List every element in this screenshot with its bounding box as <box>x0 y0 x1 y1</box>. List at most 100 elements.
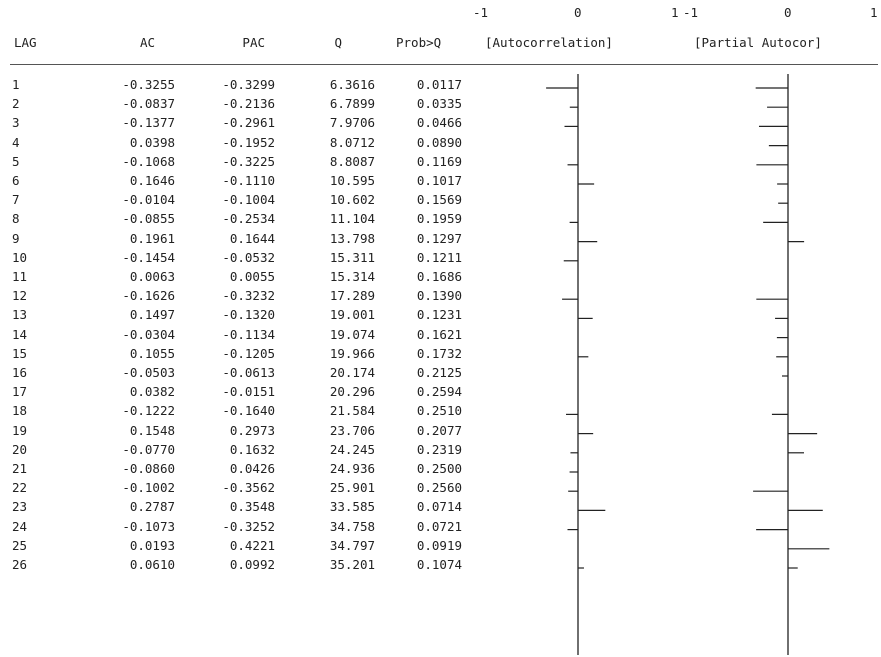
pac-scale-left: -1 <box>683 5 699 20</box>
cell-prob: 0.1732 <box>416 345 462 361</box>
cell-q: 21.584 <box>329 403 375 419</box>
cell-q: 24.245 <box>329 441 375 457</box>
cell-prob: 0.1017 <box>416 173 462 188</box>
cell-lag: 22 <box>12 480 28 496</box>
cell-q: 33.585 <box>329 499 375 515</box>
cell-pac: -0.1205 <box>222 345 275 361</box>
cell-prob: 0.1686 <box>416 269 462 284</box>
cell-prob: 0.1569 <box>416 192 462 208</box>
cell-q: 19.074 <box>329 326 375 342</box>
cell-ac: -0.0837 <box>122 96 175 112</box>
cell-q: 25.901 <box>329 480 375 496</box>
cell-prob: 0.1959 <box>416 211 462 227</box>
cell-ac: 0.1497 <box>129 307 175 323</box>
cell-q: 34.758 <box>329 518 375 534</box>
cell-pac: -0.2961 <box>222 115 275 131</box>
cell-q: 10.602 <box>329 192 375 208</box>
cell-ac: 0.1055 <box>129 345 175 361</box>
cell-lag: 11 <box>12 269 28 284</box>
ac-scale-mid: 0 <box>574 5 582 20</box>
cell-q: 8.8087 <box>329 153 375 169</box>
cell-pac: 0.0992 <box>229 557 275 572</box>
cell-pac: -0.1004 <box>222 192 275 208</box>
cell-ac: 0.0063 <box>129 269 175 284</box>
cell-pac: -0.3252 <box>222 518 275 534</box>
cell-q: 11.104 <box>329 211 375 227</box>
cell-q: 15.314 <box>329 269 375 284</box>
cell-prob: 0.2560 <box>416 480 462 496</box>
col-ac: AC <box>139 35 155 50</box>
cell-ac: -0.1377 <box>122 115 175 131</box>
cell-pac: -0.0532 <box>222 249 275 265</box>
cell-pac: -0.1640 <box>222 403 275 419</box>
cell-lag: 6 <box>12 173 20 188</box>
cell-pac: 0.2973 <box>229 422 275 438</box>
cell-q: 6.7899 <box>329 96 375 112</box>
cell-q: 10.595 <box>329 173 375 188</box>
cell-lag: 8 <box>12 211 20 227</box>
cell-ac: 0.0193 <box>129 537 175 553</box>
cell-prob: 0.0890 <box>416 134 462 150</box>
cell-prob: 0.2077 <box>416 422 462 438</box>
cell-lag: 14 <box>12 326 28 342</box>
cell-pac: 0.1644 <box>229 230 275 246</box>
cell-ac: -0.1002 <box>122 480 175 496</box>
cell-q: 7.9706 <box>329 115 375 131</box>
cell-lag: 12 <box>12 288 28 304</box>
cell-q: 23.706 <box>329 422 375 438</box>
cell-q: 35.201 <box>329 557 375 572</box>
cell-lag: 25 <box>12 537 28 553</box>
cell-lag: 5 <box>12 153 20 169</box>
col-q: Q <box>334 35 342 50</box>
cell-lag: 20 <box>12 441 28 457</box>
cell-ac: -0.0104 <box>122 192 175 208</box>
cell-ac: 0.0610 <box>129 557 175 572</box>
cell-prob: 0.2594 <box>416 384 462 400</box>
cell-pac: -0.0613 <box>222 365 275 380</box>
cell-lag: 24 <box>12 518 28 534</box>
cell-q: 20.174 <box>329 365 375 380</box>
cell-lag: 18 <box>12 403 28 419</box>
ac-scale-left: -1 <box>473 5 489 20</box>
cell-prob: 0.2319 <box>416 441 462 457</box>
cell-ac: 0.1548 <box>129 422 175 438</box>
cell-q: 6.3616 <box>329 77 375 92</box>
cell-prob: 0.2510 <box>416 403 462 419</box>
cell-prob: 0.2500 <box>416 461 462 476</box>
col-lag: LAG <box>14 35 37 50</box>
cell-ac: 0.2787 <box>129 499 175 515</box>
cell-q: 20.296 <box>329 384 375 400</box>
cell-ac: -0.0855 <box>122 211 175 227</box>
cell-lag: 26 <box>12 557 28 572</box>
cell-pac: -0.1952 <box>222 134 275 150</box>
cell-ac: 0.1646 <box>129 173 175 188</box>
cell-lag: 7 <box>12 192 20 208</box>
cell-lag: 17 <box>12 384 28 400</box>
cell-pac: -0.1110 <box>222 173 275 188</box>
cell-prob: 0.1211 <box>416 249 462 265</box>
cell-pac: -0.3562 <box>222 480 275 496</box>
cell-pac: -0.3232 <box>222 288 275 304</box>
cell-pac: 0.3548 <box>229 499 275 515</box>
cell-lag: 9 <box>12 230 20 246</box>
cell-prob: 0.0714 <box>416 499 462 515</box>
cell-q: 19.001 <box>329 307 375 323</box>
cell-pac: -0.1134 <box>222 326 275 342</box>
cell-q: 17.289 <box>329 288 375 304</box>
cell-pac: 0.1632 <box>229 441 275 457</box>
cell-q: 13.798 <box>329 230 375 246</box>
cell-prob: 0.0117 <box>416 77 462 92</box>
cell-prob: 0.1621 <box>416 326 462 342</box>
cell-pac: 0.0426 <box>229 461 275 476</box>
cell-q: 24.936 <box>329 461 375 476</box>
cell-q: 19.966 <box>329 345 375 361</box>
cell-prob: 0.0466 <box>416 115 462 131</box>
col-pac-plot: [Partial Autocor] <box>694 35 822 50</box>
cell-pac: -0.3225 <box>222 153 275 169</box>
cell-prob: 0.0919 <box>416 537 462 553</box>
cell-q: 15.311 <box>329 249 375 265</box>
cell-lag: 10 <box>12 249 28 265</box>
cell-lag: 19 <box>12 422 28 438</box>
col-ac-plot: [Autocorrelation] <box>485 35 613 50</box>
cell-lag: 3 <box>12 115 20 131</box>
